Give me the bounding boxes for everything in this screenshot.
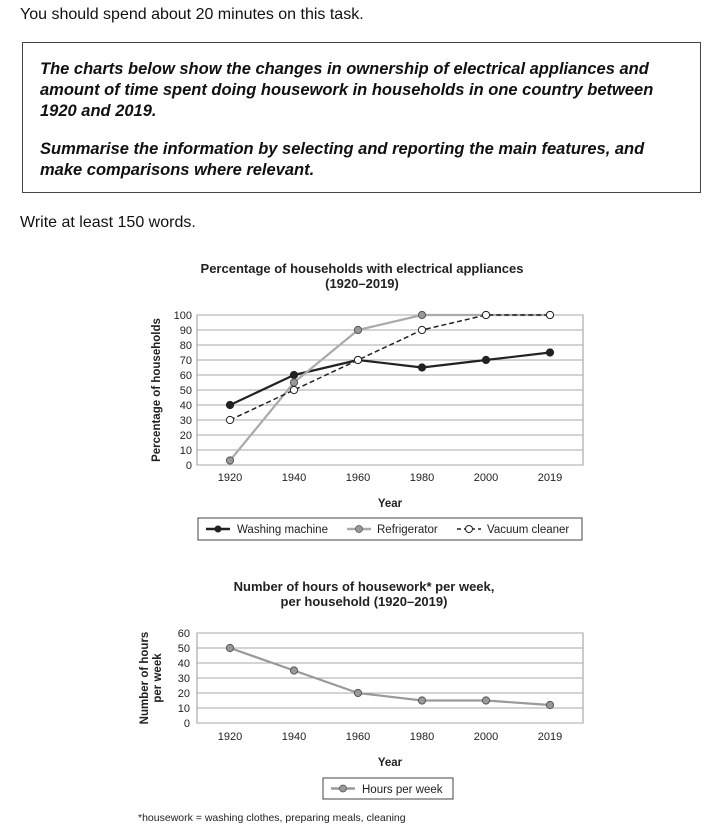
vacuum-data-point (353, 355, 363, 365)
x-tick-label: 1960 (346, 731, 370, 743)
legend-vacuum-label: Vacuum cleaner (487, 524, 569, 536)
x-tick-label: 2000 (474, 731, 498, 743)
y-tick-label: 90 (180, 325, 192, 337)
y-tick-label: 20 (178, 688, 190, 700)
task-instruction-summary: Summarise the information by selecting a… (40, 140, 645, 179)
legend-refrigerator-marker (355, 525, 363, 533)
chart1-legend: Washing machine Refrigerator Vacuum clea… (197, 517, 583, 541)
washing-data-point (481, 355, 491, 365)
y-tick-label: 70 (180, 355, 192, 367)
hours-data-point (417, 696, 427, 705)
x-tick-label: 1940 (282, 731, 306, 743)
hours-data-point (225, 643, 235, 653)
y-tick-label: 0 (186, 460, 192, 472)
vacuum-series-line (229, 314, 550, 421)
y-tick-label: 20 (180, 430, 192, 442)
chart1-series (225, 310, 555, 465)
x-tick-label: 1980 (410, 472, 434, 484)
chart2-subtitle: per household (1920–2019) (281, 594, 448, 609)
y-tick-label: 100 (174, 310, 192, 322)
vacuum-data-point (289, 385, 299, 395)
washing-data-point (417, 363, 427, 372)
chart1-y-axis-label: Percentage of households (151, 318, 163, 462)
y-tick-label: 60 (178, 628, 190, 640)
chart2-x-axis-label: Year (378, 757, 403, 769)
hours-data-point (481, 696, 491, 705)
housework-hours-chart: Number of hours of housework* per week, … (139, 579, 584, 800)
legend-refrigerator-label: Refrigerator (377, 524, 438, 536)
y-tick-label: 10 (178, 703, 190, 715)
task-description: The charts below show the changes in own… (40, 60, 654, 120)
x-tick-label: 2019 (538, 472, 562, 484)
hours-series-line (229, 646, 551, 707)
x-tick-label: 1920 (218, 472, 242, 484)
washing-data-point (545, 348, 555, 357)
x-tick-label: 1980 (410, 731, 434, 743)
task-box: The charts below show the changes in own… (22, 42, 701, 193)
task-instruction: You should spend about 20 minutes on thi… (20, 6, 364, 23)
x-tick-label: 2019 (538, 731, 562, 743)
chart2-y-axis-label-line2: per week (152, 653, 164, 703)
washing-data-point (289, 370, 299, 380)
legend-washing-marker (214, 525, 222, 533)
chart2-y-ticks: 0 10 20 30 40 50 60 (178, 628, 190, 730)
legend-vacuum-marker (465, 525, 473, 533)
appliances-chart: Percentage of households with electrical… (151, 261, 584, 541)
x-tick-label: 2000 (474, 472, 498, 484)
x-tick-label: 1960 (346, 472, 370, 484)
legend-washing-label: Washing machine (237, 524, 328, 536)
y-tick-label: 10 (180, 445, 192, 457)
washing-series-line (229, 351, 551, 406)
y-tick-label: 40 (180, 400, 192, 412)
refrigerator-data-point (225, 456, 235, 465)
word-count-instruction: Write at least 150 words. (20, 214, 196, 231)
vacuum-data-point (417, 325, 427, 335)
y-tick-label: 50 (178, 643, 190, 655)
x-tick-label: 1940 (282, 472, 306, 484)
hours-data-point (353, 688, 363, 698)
refrigerator-data-point (417, 310, 427, 320)
chart1-legend-box (197, 517, 583, 541)
refrigerator-data-point (353, 325, 363, 335)
chart2-y-axis-label-line1: Number of hours (139, 632, 151, 725)
y-tick-label: 40 (178, 658, 190, 670)
chart1-title: Percentage of households with electrical… (201, 261, 524, 276)
y-tick-label: 50 (180, 385, 192, 397)
chart2-legend-box (322, 777, 454, 800)
legend-hours-marker (339, 784, 347, 793)
chart2-series (225, 643, 555, 710)
chart2-grid (196, 632, 584, 724)
legend-hours-label: Hours per week (362, 784, 443, 796)
y-tick-label: 60 (180, 370, 192, 382)
refrigerator-data-point (289, 378, 299, 387)
chart1-x-ticks: 1920 1940 1960 1980 2000 2019 (218, 472, 562, 484)
y-tick-label: 30 (180, 415, 192, 427)
hours-data-point (545, 700, 555, 710)
chart1-x-axis-label: Year (378, 498, 403, 510)
vacuum-data-point (225, 415, 235, 425)
chart2-x-ticks: 1920 1940 1960 1980 2000 2019 (218, 731, 562, 743)
vacuum-data-point (545, 310, 555, 320)
hours-data-point (289, 666, 299, 675)
y-tick-label: 30 (178, 673, 190, 685)
chart1-grid (196, 314, 584, 466)
vacuum-data-point (481, 310, 491, 320)
chart2-legend: Hours per week (322, 777, 454, 800)
chart2-title: Number of hours of housework* per week, (234, 579, 495, 594)
chart1-subtitle: (1920–2019) (325, 276, 399, 291)
footnote: *housework = washing clothes, preparing … (138, 812, 406, 824)
y-tick-label: 0 (184, 718, 190, 730)
washing-data-point (225, 400, 235, 410)
x-tick-label: 1920 (218, 731, 242, 743)
chart1-y-ticks: 0 10 20 30 40 50 60 70 80 90 100 (174, 310, 192, 472)
refrigerator-series-line (229, 313, 550, 462)
y-tick-label: 80 (180, 340, 192, 352)
